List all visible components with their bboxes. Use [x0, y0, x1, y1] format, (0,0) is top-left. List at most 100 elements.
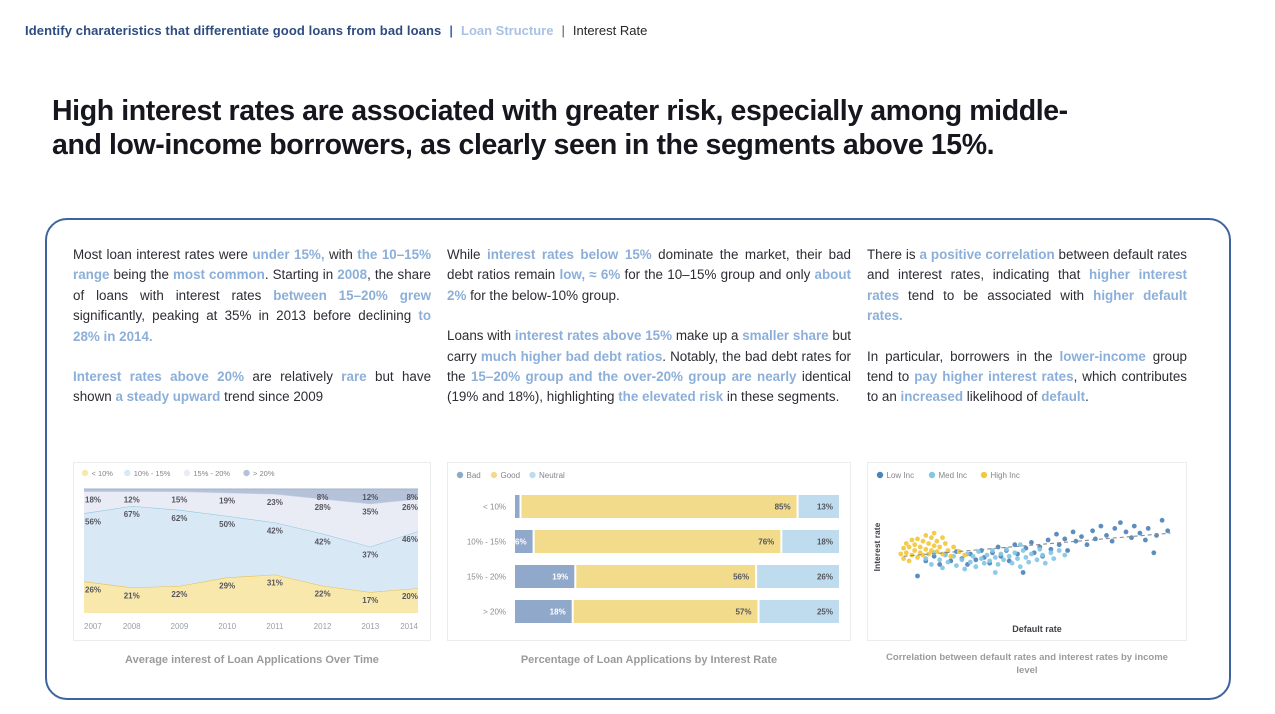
- scatter-point: [948, 553, 954, 559]
- legend-label: High Inc: [991, 471, 1020, 480]
- highlighted-text: about 2%: [447, 267, 851, 303]
- breadcrumb-section-link[interactable]: Loan Structure: [461, 23, 554, 38]
- legend-dot: [490, 471, 498, 479]
- trendline: [903, 532, 1171, 557]
- area-series: [84, 489, 418, 504]
- paragraph: There is a positive correlation between …: [867, 245, 1187, 327]
- scatter-point: [956, 549, 962, 554]
- scatter-point: [984, 552, 990, 558]
- insights-panel: Most loan interest rates were under 15%,…: [45, 218, 1231, 700]
- body-text: . Notably, the bad debt rates for the: [447, 348, 851, 385]
- legend-dot: [456, 471, 464, 479]
- scatter-point: [987, 558, 993, 564]
- scatter-point: [917, 544, 923, 550]
- scatter-point: [992, 570, 998, 575]
- data-label: 18%: [85, 495, 101, 504]
- highlighted-text: default: [1041, 389, 1086, 405]
- legend-label: Good: [501, 471, 521, 480]
- data-label: 26%: [85, 585, 101, 594]
- breadcrumb: Identify charateristics that differentia…: [25, 23, 647, 38]
- body-text: but carry: [447, 328, 851, 364]
- scatter-point: [1023, 555, 1029, 560]
- highlighted-text: most common: [173, 267, 265, 283]
- y-axis-category-label: < 10%: [483, 503, 506, 512]
- body-text: , the share of loans with interest rates: [73, 267, 431, 303]
- scatter-point: [995, 562, 1001, 567]
- body-text: for the 10–15% group and only: [620, 267, 815, 283]
- scatter-point: [1015, 556, 1020, 561]
- highlighted-text: smaller share: [742, 328, 829, 344]
- scatter-point: [962, 552, 968, 558]
- data-label: 22%: [171, 590, 187, 599]
- scatter-point: [903, 550, 909, 556]
- data-label: 20%: [402, 592, 418, 601]
- text-column-correlation: There is a positive correlation between …: [867, 245, 1187, 462]
- highlighted-text: a positive correlation: [919, 247, 1055, 262]
- scatter-point: [1001, 557, 1006, 563]
- data-label: 6%: [515, 538, 527, 547]
- scatter-point: [909, 537, 915, 543]
- scatter-point: [1065, 548, 1070, 553]
- caption-area-chart: Average interest of Loan Applications Ov…: [125, 654, 379, 666]
- x-axis-tick-label: 2012: [314, 622, 332, 631]
- bar-segment: [759, 600, 839, 623]
- highlighted-text: rare: [341, 369, 367, 385]
- bar-segment: [515, 495, 520, 518]
- scatter-point: [1056, 542, 1062, 548]
- highlighted-text: much higher bad debt ratios: [480, 348, 663, 364]
- y-axis-category-label: 15% - 20%: [467, 573, 506, 582]
- body-text: While: [447, 247, 487, 262]
- x-axis-tick-label: 2011: [266, 622, 284, 631]
- legend-label: Low Inc: [887, 471, 915, 480]
- body-text: are relatively: [244, 369, 342, 385]
- x-axis-tick-label: 2013: [361, 622, 379, 631]
- data-label: 37%: [362, 551, 378, 560]
- scatter-point: [931, 543, 937, 549]
- scatter-point: [906, 544, 912, 550]
- data-label: 46%: [402, 535, 418, 544]
- highlighted-text: Interest rates above 20%: [73, 369, 244, 385]
- body-text: .: [1085, 389, 1089, 405]
- scatter-point: [973, 564, 979, 570]
- body-text: in these segments.: [723, 389, 840, 405]
- scatter-point: [945, 559, 951, 565]
- breadcrumb-separator: |: [449, 23, 454, 38]
- legend-label: Bad: [467, 471, 481, 480]
- data-label: 19%: [219, 497, 235, 506]
- legend-label: < 10%: [92, 469, 114, 478]
- bar-segment: [515, 600, 572, 623]
- paragraph: Interest rates above 20% are relatively …: [73, 367, 431, 408]
- scatter-point: [998, 551, 1004, 557]
- text-column-trend: Most loan interest rates were under 15%,…: [73, 245, 431, 462]
- breadcrumb-page-link[interactable]: Interest Rate: [572, 23, 648, 38]
- data-label: 18%: [550, 608, 566, 617]
- data-label: 26%: [817, 573, 833, 582]
- paragraph: In particular, borrowers in the lower-in…: [867, 347, 1187, 408]
- scatter-point: [1020, 548, 1026, 553]
- scatter-point: [915, 536, 920, 542]
- legend-label: Neutral: [539, 471, 565, 480]
- scatter-point: [962, 566, 968, 572]
- highlighted-text: between 15–20% grew: [273, 287, 431, 303]
- scatter-point: [1042, 560, 1048, 566]
- breadcrumb-topic-link[interactable]: Identify charateristics that differentia…: [25, 23, 442, 38]
- data-label: 12%: [362, 493, 378, 502]
- x-axis-tick-label: 2009: [171, 622, 189, 631]
- legend-dot: [876, 471, 884, 479]
- highlighted-text: under 15%,: [252, 247, 325, 262]
- scatter-point: [945, 548, 951, 553]
- scatter-point: [1012, 550, 1018, 556]
- scatter-point: [929, 535, 934, 541]
- highlighted-text: pay higher interest rates: [914, 369, 1074, 385]
- bar-segment: [534, 530, 781, 553]
- scatter-point: [931, 553, 937, 559]
- scatter-point: [912, 548, 918, 553]
- highlighted-text: higher interest rates: [867, 267, 1187, 303]
- x-axis-tick-label: 2014: [400, 622, 418, 631]
- y-axis-category-label: 10% - 15%: [467, 538, 506, 547]
- body-text: In particular, borrowers in the: [867, 348, 1060, 364]
- caption-bar-chart: Percentage of Loan Applications by Inter…: [520, 654, 778, 666]
- body-text: trend since 2009: [220, 389, 324, 405]
- bar-segment: [782, 530, 839, 553]
- data-label: 42%: [315, 538, 331, 547]
